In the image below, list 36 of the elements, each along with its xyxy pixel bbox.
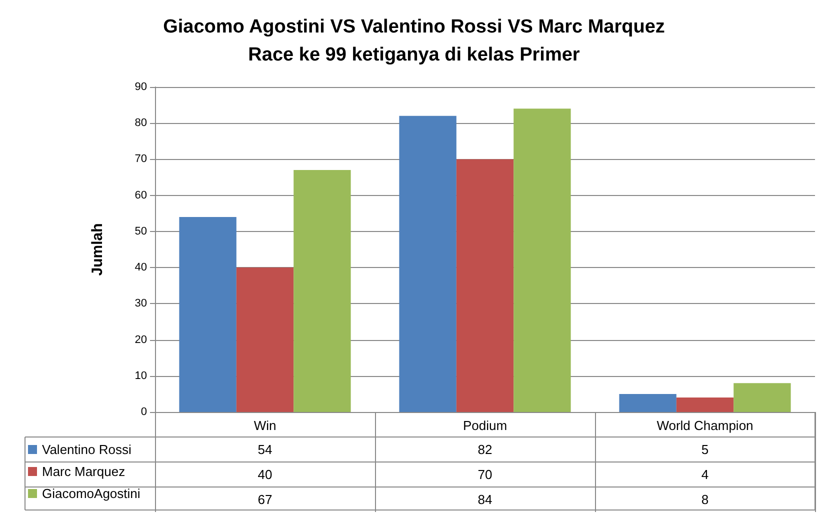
data-label: 5 bbox=[701, 442, 709, 457]
data-label: 40 bbox=[258, 467, 272, 482]
y-tick-label: 70 bbox=[134, 153, 147, 166]
data-label: 70 bbox=[478, 467, 492, 482]
data-label: 54 bbox=[258, 442, 272, 457]
bar bbox=[179, 217, 236, 412]
bar bbox=[514, 108, 571, 412]
y-tick-label: 10 bbox=[134, 370, 147, 382]
y-tick-label: 60 bbox=[134, 189, 147, 202]
y-tick-label: 90 bbox=[134, 81, 147, 93]
data-label: 84 bbox=[478, 492, 492, 507]
data-label: 67 bbox=[258, 492, 272, 507]
y-tick-label: 0 bbox=[140, 406, 147, 418]
data-label: 4 bbox=[701, 467, 709, 482]
x-tick-label: Podium bbox=[462, 418, 508, 433]
chart-title: Giacomo Agostini VS Valentino Rossi VS Marc Marquez Race ke 99 ketiganya di kelas Primer bbox=[163, 16, 665, 66]
bar bbox=[456, 159, 514, 412]
y-tick-label: 80 bbox=[134, 117, 147, 130]
data-label: 8 bbox=[701, 492, 709, 507]
y-tick-label: 20 bbox=[134, 334, 147, 346]
y-tick-label: 30 bbox=[134, 298, 147, 310]
x-tick-label: Win bbox=[254, 418, 276, 433]
data-label: 82 bbox=[478, 442, 492, 457]
bar bbox=[236, 268, 294, 412]
bar bbox=[619, 394, 676, 412]
bar bbox=[294, 170, 351, 412]
legend-label: Marc Marquez bbox=[42, 464, 126, 479]
x-tick-label: World Champion bbox=[656, 418, 754, 433]
bar bbox=[676, 398, 734, 412]
y-tick-label: 40 bbox=[134, 262, 147, 274]
bar bbox=[399, 116, 456, 412]
y-tick-label: 50 bbox=[134, 225, 147, 238]
y-axis-title: Jumlah bbox=[89, 223, 106, 276]
bar bbox=[734, 383, 791, 412]
legend-label: Valentino Rossi bbox=[42, 442, 132, 457]
legend-label: GiacomoAgostini bbox=[42, 486, 140, 501]
